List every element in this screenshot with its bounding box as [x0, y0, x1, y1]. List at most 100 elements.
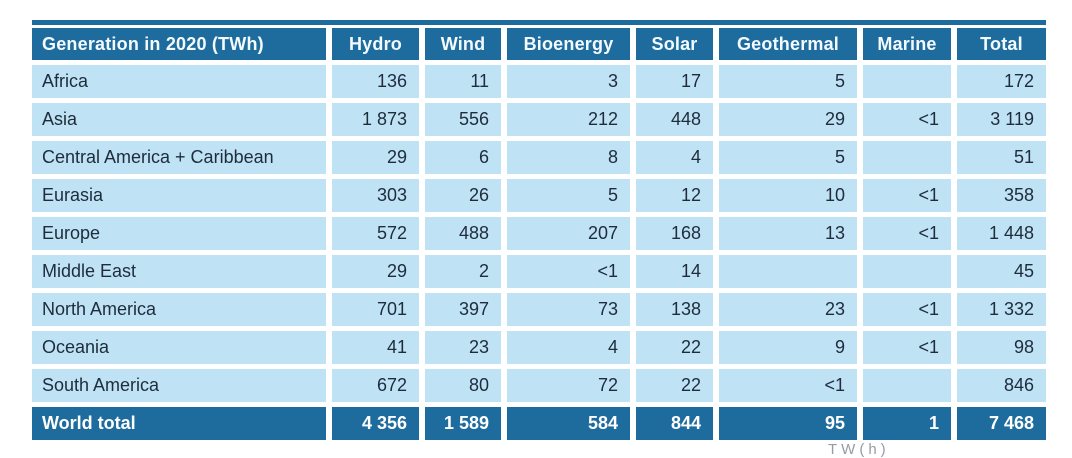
region-cell: Eurasia [32, 179, 326, 212]
table-row: Africa 136 11 3 17 5 172 [32, 65, 1046, 98]
value-cell-marine: <1 [863, 217, 951, 250]
region-cell: South America [32, 369, 326, 402]
table-row: South America 672 80 72 22 <1 846 [32, 369, 1046, 402]
value-cell-geothermal: <1 [719, 369, 857, 402]
value-cell-bioenergy: 4 [507, 331, 630, 364]
value-cell-geothermal: 95 [719, 407, 857, 440]
col-header-geothermal: Geothermal [719, 28, 857, 60]
value-cell-marine: <1 [863, 293, 951, 326]
table-row: Eurasia 303 26 5 12 10 <1 358 [32, 179, 1046, 212]
value-cell-geothermal: 13 [719, 217, 857, 250]
value-cell-bioenergy: 8 [507, 141, 630, 174]
col-header-wind: Wind [425, 28, 501, 60]
value-cell-total: 358 [957, 179, 1046, 212]
value-cell-solar: 138 [636, 293, 713, 326]
region-cell: Oceania [32, 331, 326, 364]
region-cell: Asia [32, 103, 326, 136]
value-cell-total: 1 332 [957, 293, 1046, 326]
value-cell-total: 846 [957, 369, 1046, 402]
value-cell-hydro: 572 [332, 217, 419, 250]
value-cell-geothermal: 5 [719, 65, 857, 98]
value-cell-solar: 22 [636, 331, 713, 364]
region-cell: Middle East [32, 255, 326, 288]
value-cell-total: 51 [957, 141, 1046, 174]
value-cell-hydro: 672 [332, 369, 419, 402]
col-header-total: Total [957, 28, 1046, 60]
total-row: World total 4 356 1 589 584 844 95 1 7 468 [32, 407, 1046, 440]
value-cell-hydro: 41 [332, 331, 419, 364]
value-cell-wind: 488 [425, 217, 501, 250]
value-cell-hydro: 136 [332, 65, 419, 98]
col-header-solar: Solar [636, 28, 713, 60]
value-cell-total: 45 [957, 255, 1046, 288]
value-cell-bioenergy: 5 [507, 179, 630, 212]
table-top-rule [32, 20, 1046, 25]
value-cell-total: 3 119 [957, 103, 1046, 136]
value-cell-solar: 844 [636, 407, 713, 440]
table-row: Europe 572 488 207 168 13 <1 1 448 [32, 217, 1046, 250]
value-cell-marine [863, 369, 951, 402]
table-title-cell: Generation in 2020 (TWh) [32, 28, 326, 60]
value-cell-total: 7 468 [957, 407, 1046, 440]
region-cell: Africa [32, 65, 326, 98]
col-header-bioenergy: Bioenergy [507, 28, 630, 60]
region-cell: Europe [32, 217, 326, 250]
value-cell-total: 1 448 [957, 217, 1046, 250]
region-cell: Central America + Caribbean [32, 141, 326, 174]
value-cell-wind: 2 [425, 255, 501, 288]
table-row: Middle East 29 2 <1 14 45 [32, 255, 1046, 288]
value-cell-geothermal [719, 255, 857, 288]
value-cell-bioenergy: 72 [507, 369, 630, 402]
value-cell-hydro: 29 [332, 255, 419, 288]
value-cell-bioenergy: 584 [507, 407, 630, 440]
region-cell: World total [32, 407, 326, 440]
col-header-marine: Marine [863, 28, 951, 60]
value-cell-marine: 1 [863, 407, 951, 440]
value-cell-wind: 26 [425, 179, 501, 212]
value-cell-solar: 17 [636, 65, 713, 98]
value-cell-solar: 448 [636, 103, 713, 136]
generation-table-wrap: Generation in 2020 (TWh) Hydro Wind Bioene… [26, 23, 1052, 445]
value-cell-geothermal: 9 [719, 331, 857, 364]
value-cell-solar: 14 [636, 255, 713, 288]
value-cell-solar: 12 [636, 179, 713, 212]
table-row: Asia 1 873 556 212 448 29 <1 3 119 [32, 103, 1046, 136]
value-cell-marine: <1 [863, 179, 951, 212]
table-row: Central America + Caribbean 29 6 8 4 5 51 [32, 141, 1046, 174]
value-cell-bioenergy: 212 [507, 103, 630, 136]
value-cell-hydro: 303 [332, 179, 419, 212]
value-cell-wind: 23 [425, 331, 501, 364]
generation-table: Generation in 2020 (TWh) Hydro Wind Bioene… [26, 23, 1052, 445]
value-cell-bioenergy: 3 [507, 65, 630, 98]
value-cell-hydro: 1 873 [332, 103, 419, 136]
value-cell-wind: 6 [425, 141, 501, 174]
value-cell-wind: 397 [425, 293, 501, 326]
value-cell-marine [863, 255, 951, 288]
value-cell-bioenergy: 207 [507, 217, 630, 250]
value-cell-hydro: 701 [332, 293, 419, 326]
value-cell-wind: 556 [425, 103, 501, 136]
value-cell-hydro: 4 356 [332, 407, 419, 440]
value-cell-solar: 22 [636, 369, 713, 402]
value-cell-marine: <1 [863, 103, 951, 136]
value-cell-bioenergy: 73 [507, 293, 630, 326]
value-cell-wind: 11 [425, 65, 501, 98]
value-cell-geothermal: 5 [719, 141, 857, 174]
value-cell-solar: 168 [636, 217, 713, 250]
value-cell-geothermal: 23 [719, 293, 857, 326]
value-cell-wind: 80 [425, 369, 501, 402]
value-cell-total: 172 [957, 65, 1046, 98]
value-cell-total: 98 [957, 331, 1046, 364]
header-row: Generation in 2020 (TWh) Hydro Wind Bioene… [32, 28, 1046, 60]
value-cell-geothermal: 10 [719, 179, 857, 212]
value-cell-marine [863, 141, 951, 174]
value-cell-wind: 1 589 [425, 407, 501, 440]
table-row: Oceania 41 23 4 22 9 <1 98 [32, 331, 1046, 364]
value-cell-solar: 4 [636, 141, 713, 174]
region-cell: North America [32, 293, 326, 326]
col-header-hydro: Hydro [332, 28, 419, 60]
value-cell-bioenergy: <1 [507, 255, 630, 288]
value-cell-geothermal: 29 [719, 103, 857, 136]
table-row: North America 701 397 73 138 23 <1 1 332 [32, 293, 1046, 326]
value-cell-hydro: 29 [332, 141, 419, 174]
